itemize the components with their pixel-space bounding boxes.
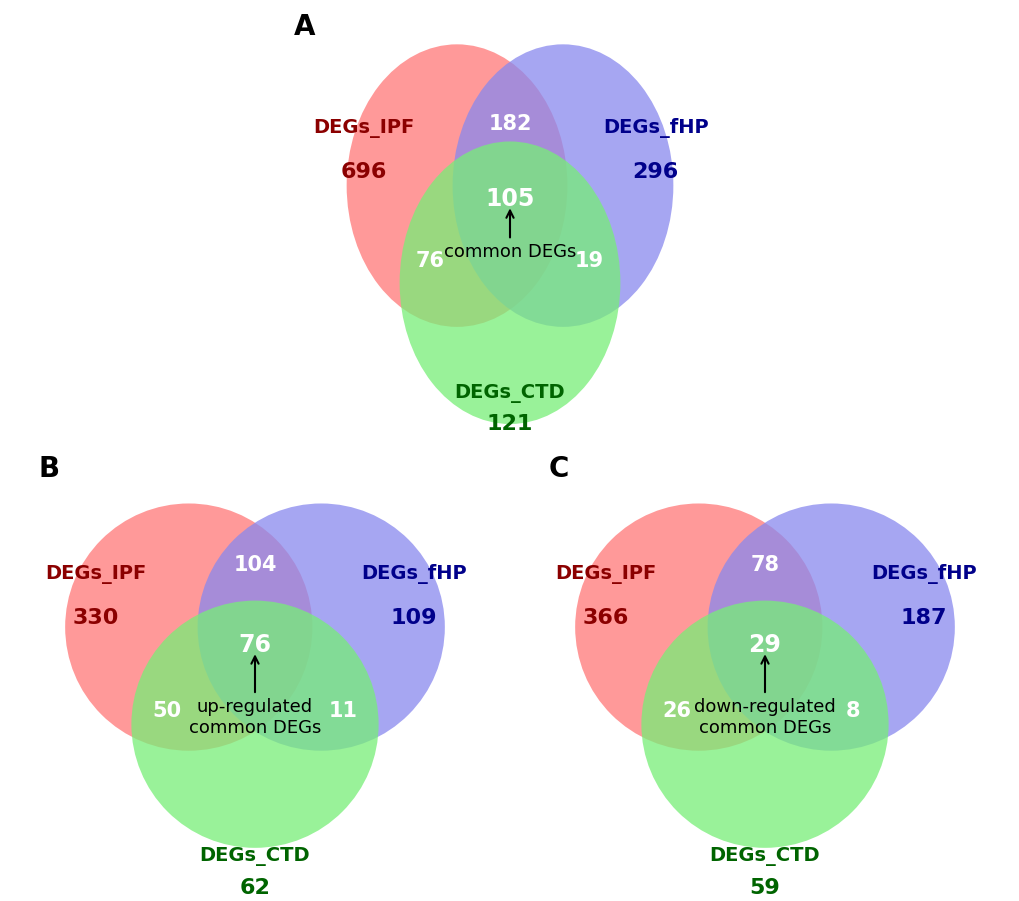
Circle shape: [641, 601, 888, 848]
Text: 78: 78: [750, 555, 779, 575]
Text: common DEGs: common DEGs: [443, 211, 576, 261]
Text: 11: 11: [328, 701, 358, 721]
Text: up-regulated
common DEGs: up-regulated common DEGs: [189, 657, 321, 736]
Text: 76: 76: [238, 633, 271, 657]
Text: 19: 19: [575, 250, 603, 270]
Text: 182: 182: [488, 114, 531, 133]
Circle shape: [707, 504, 954, 751]
Text: 296: 296: [632, 162, 679, 182]
Text: 105: 105: [485, 187, 534, 211]
Text: DEGs_CTD: DEGs_CTD: [454, 384, 565, 403]
Text: A: A: [293, 14, 315, 41]
Text: 29: 29: [748, 633, 781, 657]
Text: 76: 76: [416, 250, 444, 270]
Ellipse shape: [452, 44, 673, 327]
Text: 50: 50: [152, 701, 181, 721]
Text: DEGs_IPF: DEGs_IPF: [555, 565, 656, 584]
Circle shape: [131, 601, 378, 848]
Ellipse shape: [399, 141, 620, 424]
Text: 330: 330: [72, 608, 119, 628]
Text: 104: 104: [233, 555, 276, 575]
Text: 8: 8: [845, 701, 860, 721]
Text: 26: 26: [661, 701, 691, 721]
Circle shape: [65, 504, 312, 751]
Text: DEGs_IPF: DEGs_IPF: [314, 119, 415, 138]
Text: 62: 62: [239, 878, 270, 897]
Text: DEGs_IPF: DEGs_IPF: [46, 565, 147, 584]
Text: C: C: [548, 455, 569, 483]
Text: DEGs_CTD: DEGs_CTD: [200, 847, 310, 866]
Text: DEGs_fHP: DEGs_fHP: [361, 564, 467, 584]
Ellipse shape: [346, 44, 567, 327]
Circle shape: [198, 504, 444, 751]
Text: 121: 121: [486, 414, 533, 434]
Text: 187: 187: [900, 608, 947, 628]
Circle shape: [575, 504, 821, 751]
Text: down-regulated
common DEGs: down-regulated common DEGs: [694, 657, 835, 736]
Text: DEGs_fHP: DEGs_fHP: [602, 118, 708, 138]
Text: B: B: [39, 455, 60, 483]
Text: 59: 59: [749, 878, 780, 897]
Text: 696: 696: [340, 162, 387, 182]
Text: 366: 366: [582, 608, 629, 628]
Text: DEGs_CTD: DEGs_CTD: [709, 847, 819, 866]
Text: 109: 109: [390, 608, 437, 628]
Text: DEGs_fHP: DEGs_fHP: [870, 564, 976, 584]
